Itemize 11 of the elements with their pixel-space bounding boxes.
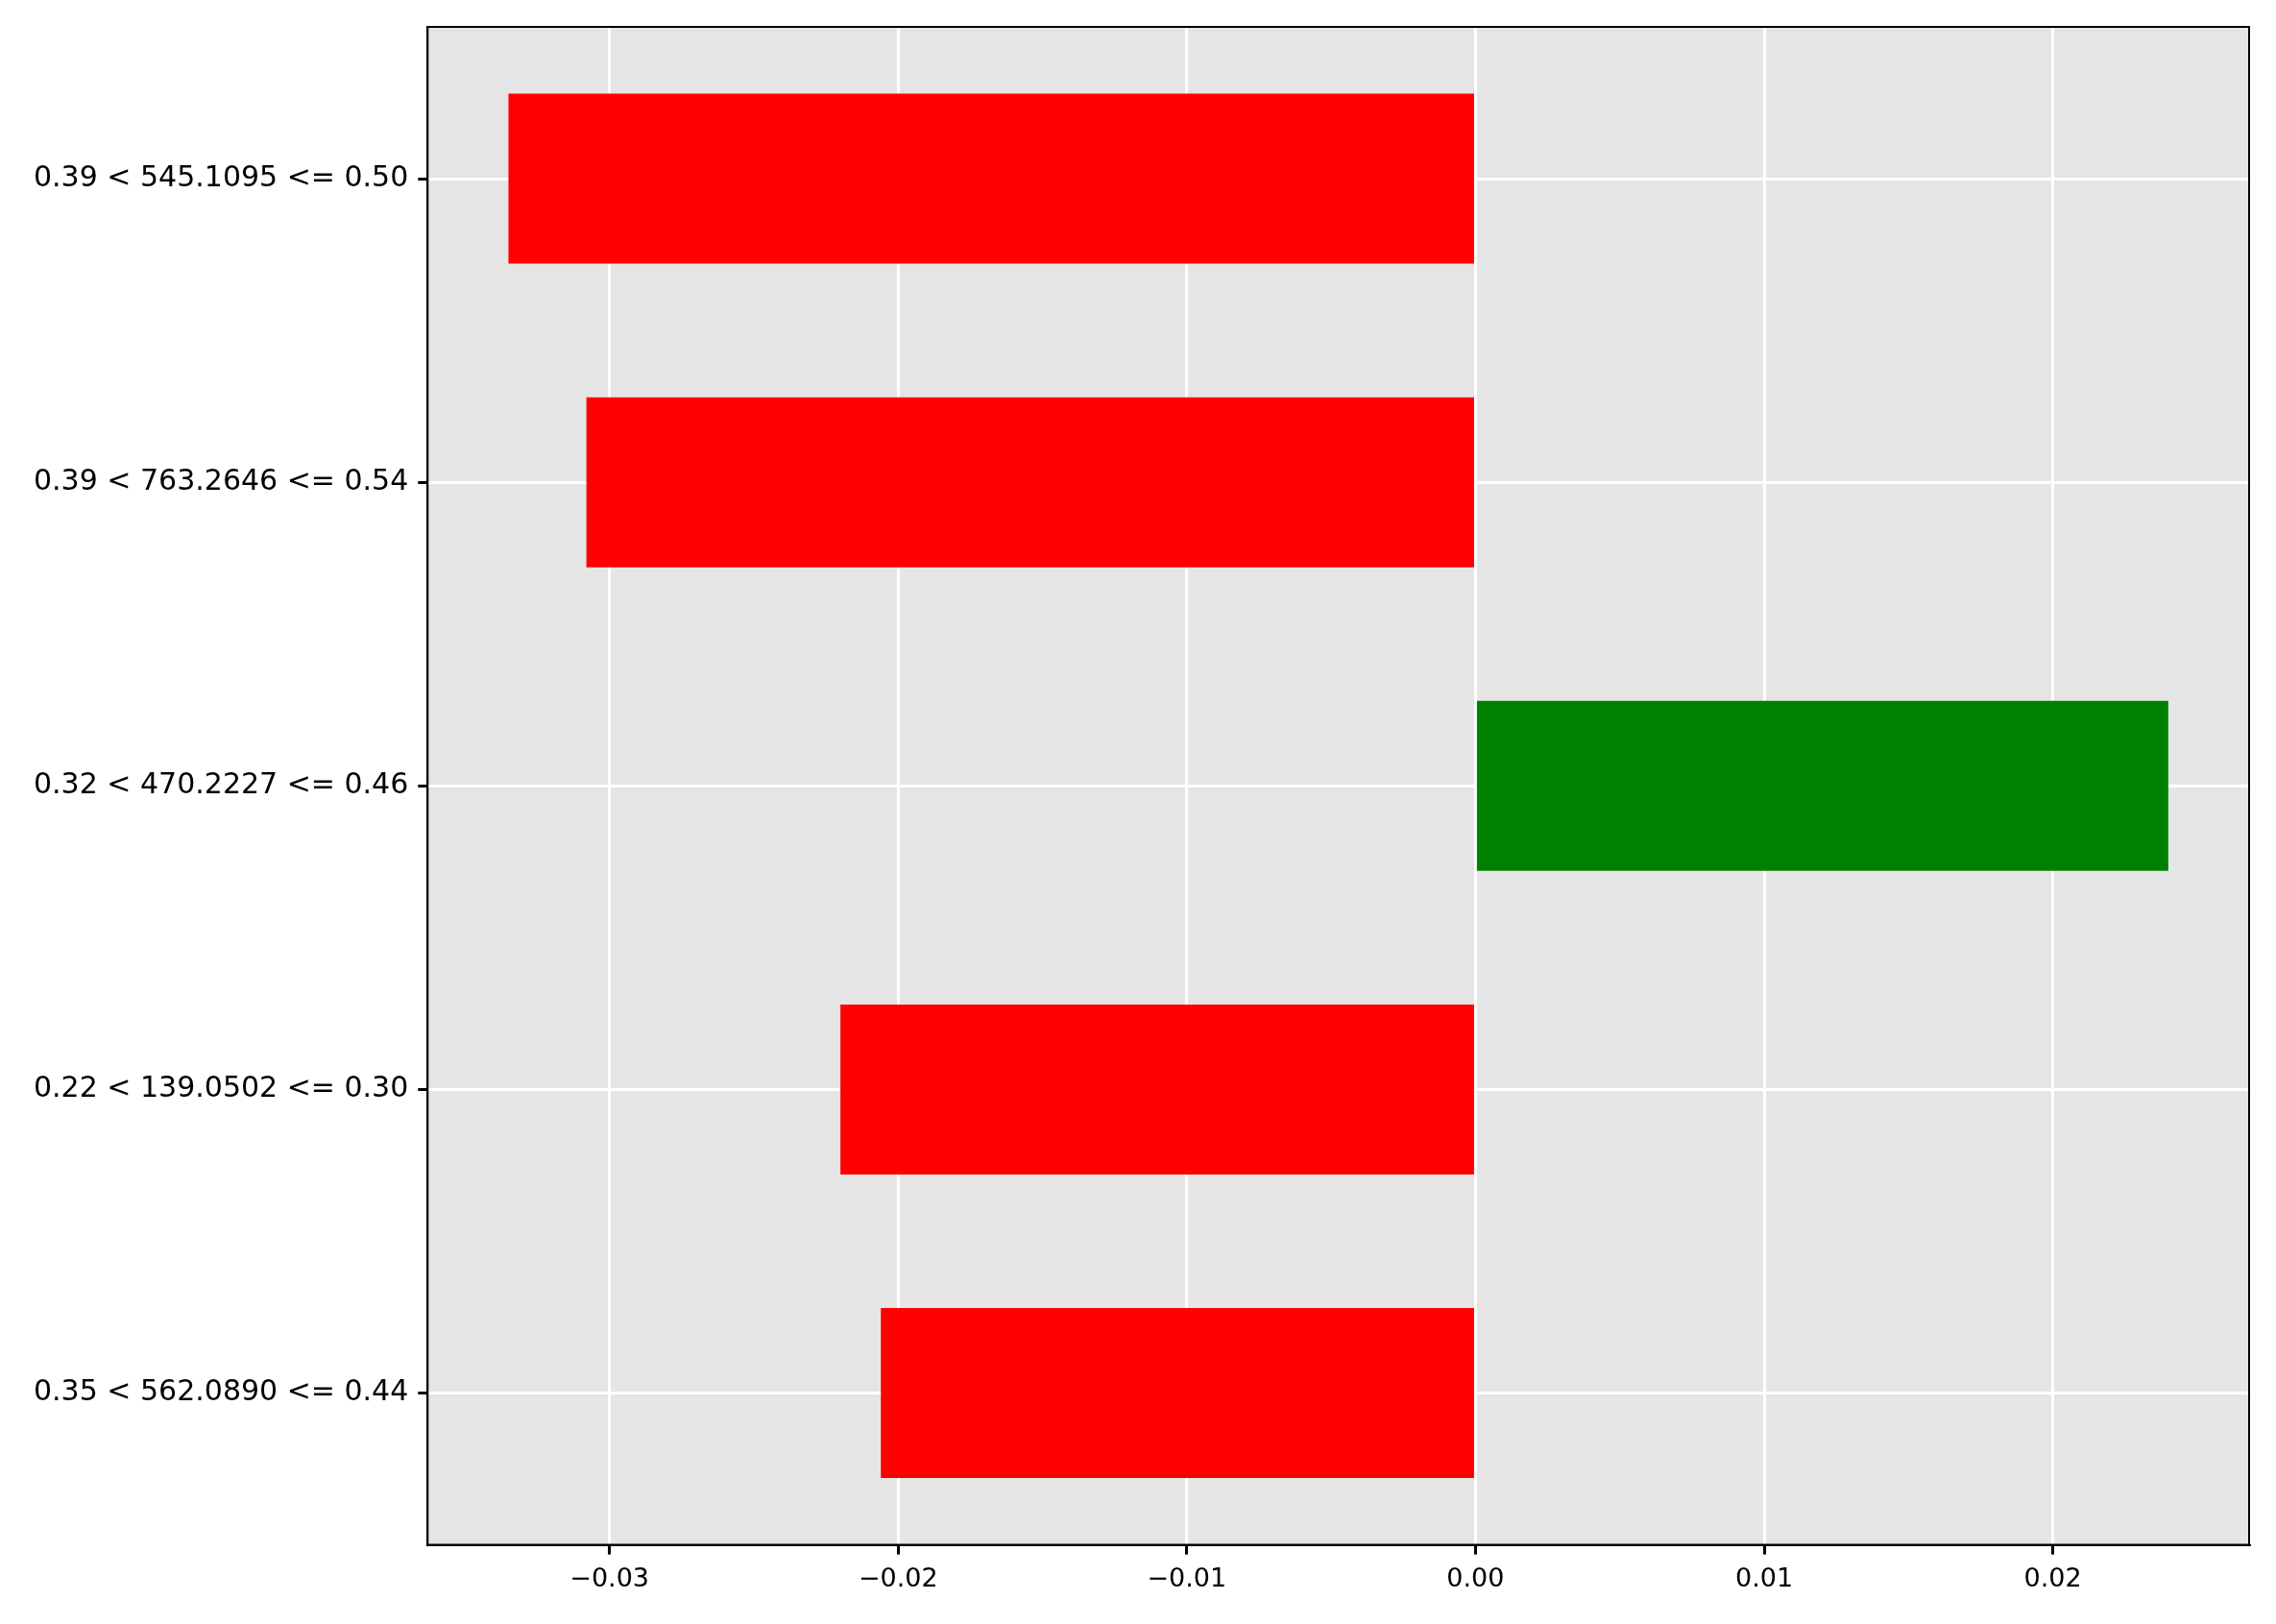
y-tick-label: 0.39 < 763.2646 <= 0.54 bbox=[34, 462, 409, 497]
x-tick-label: −0.01 bbox=[1147, 1562, 1227, 1592]
y-tick-label: 0.35 < 562.0890 <= 0.44 bbox=[34, 1373, 409, 1408]
x-tick-label: 0.02 bbox=[2023, 1562, 2082, 1592]
x-tick-label: −0.03 bbox=[569, 1562, 650, 1592]
x-tick-label: 0.00 bbox=[1446, 1562, 1505, 1592]
y-tick-label: 0.39 < 545.1095 <= 0.50 bbox=[34, 158, 409, 193]
y-tick-label: 0.22 < 139.0502 <= 0.30 bbox=[34, 1070, 409, 1104]
x-tick-label: −0.02 bbox=[858, 1562, 938, 1592]
x-tick-label: 0.01 bbox=[1734, 1562, 1794, 1592]
y-tick-label: 0.32 < 470.2227 <= 0.46 bbox=[34, 766, 409, 801]
